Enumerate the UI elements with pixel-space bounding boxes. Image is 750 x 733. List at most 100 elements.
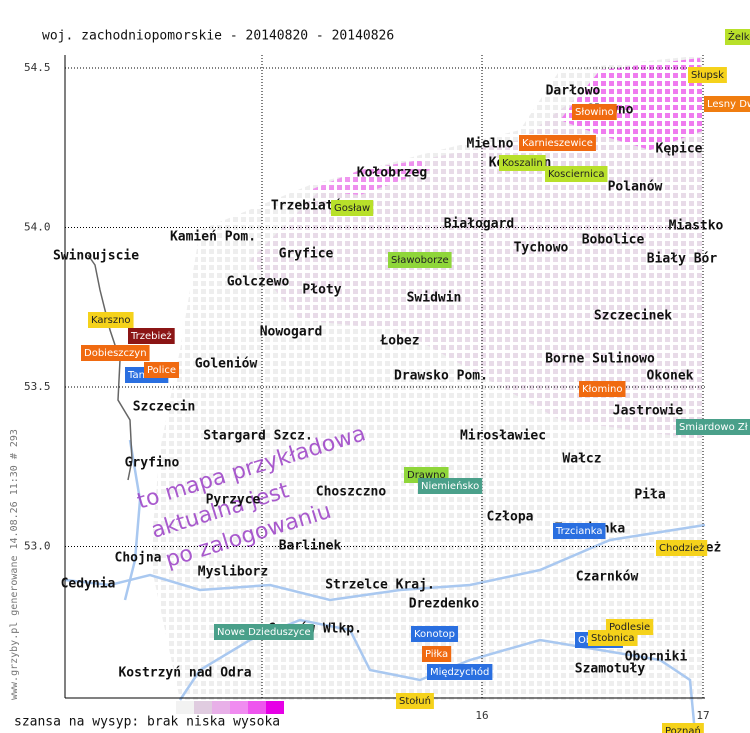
marker-label: Gosław: [334, 203, 370, 214]
marker-label: Nowe Dzieduszyce: [217, 627, 311, 638]
place-label: Czarnków: [576, 570, 639, 585]
place-label: Swinoujscie: [53, 249, 139, 264]
place-label: Chojna: [115, 551, 162, 566]
marker-label: Słowino: [575, 107, 614, 118]
marker-box: [572, 104, 617, 120]
side-note: www.grzyby.pl generowane 14.08.26 11:30 …: [9, 429, 20, 700]
place-label: Kostrzyń nad Odra: [118, 666, 251, 681]
legend-swatch: [248, 701, 266, 714]
place-marker: Smiardowo Zł: [676, 419, 750, 435]
marker-box: [588, 630, 638, 646]
place-marker: Chodzież: [656, 540, 708, 556]
marker-box: [499, 155, 546, 171]
place-marker: Poznań: [662, 723, 704, 733]
place-label: Goleniów: [195, 357, 258, 372]
place-label: Mysliborz: [198, 565, 268, 580]
marker-box: [656, 540, 708, 556]
place-label: Kamień Pom.: [170, 230, 256, 245]
marker-box: [704, 96, 750, 112]
marker-label: Podlesie: [609, 622, 650, 633]
place-label: Szamotuły: [575, 662, 646, 677]
marker-box: [553, 523, 606, 539]
place-label: Stargard Szcz.: [203, 429, 313, 444]
place-marker: Gosław: [331, 200, 374, 216]
place-label: Strzelce Kraj.: [325, 578, 435, 593]
marker-box: [144, 362, 179, 378]
place-label: Pyrzyce: [206, 493, 261, 508]
marker-label: Stołuń: [399, 695, 431, 707]
y-tick-label: 53.0: [24, 540, 51, 553]
place-label: Drezdenko: [409, 597, 480, 612]
marker-label: Stobnica: [591, 633, 634, 644]
x-tick-label: 17: [696, 709, 709, 722]
place-label: Kołobrzeg: [357, 166, 427, 181]
legend-swatch: [194, 701, 212, 714]
place-marker: Nowe Dzieduszyce: [214, 624, 314, 640]
marker-box: [418, 478, 483, 494]
marker-label: Poznań: [665, 725, 701, 733]
legend-swatch: [230, 701, 248, 714]
place-label: Swidwin: [407, 291, 462, 306]
place-label: Piła: [634, 488, 665, 503]
marker-box: [214, 624, 314, 640]
marker-box: [331, 200, 374, 216]
legend-label: szansa na wysyp: brak niska wysoka: [14, 715, 280, 730]
legend-swatch: [176, 701, 194, 714]
place-label: Mirosławiec: [460, 429, 546, 444]
place-marker: Sławoborze: [388, 252, 452, 268]
marker-label: Lesny Dwór: [707, 98, 750, 110]
y-tick-label: 54.5: [24, 61, 51, 74]
place-label: Bobolice: [582, 233, 645, 248]
place-label: Jastrowie: [613, 404, 684, 419]
marker-label: Międzychód: [430, 666, 489, 678]
marker-label: Piłka: [425, 649, 448, 660]
place-marker: Dobieszczyn: [81, 345, 150, 361]
marker-box: [676, 419, 750, 435]
legend-swatch: [212, 701, 230, 714]
marker-box: [519, 135, 596, 151]
legend-swatch: [266, 701, 284, 714]
place-marker: Niemieńsko: [418, 478, 483, 494]
marker-label: Smiardowo Zł: [679, 422, 748, 433]
marker-label: Sławoborze: [391, 255, 449, 266]
marker-label: Słupsk: [691, 70, 724, 81]
legend-swatch: [158, 701, 176, 714]
marker-box: [411, 626, 459, 642]
place-marker: Karszno: [88, 312, 134, 328]
marker-label: Trzebież: [130, 331, 172, 342]
marker-box: [427, 664, 493, 680]
marker-label: Żelkowo: [728, 30, 750, 43]
marker-label: Kosciernica: [548, 169, 605, 180]
place-label: Człopa: [487, 510, 534, 525]
marker-label: Kłomino: [582, 384, 623, 395]
place-marker: Trzebież: [128, 328, 175, 344]
place-marker: Międzychód: [427, 664, 493, 680]
marker-label: Drawno: [407, 470, 446, 481]
place-label: Szczecinek: [594, 309, 672, 324]
place-label: Trzebiatów: [271, 199, 349, 214]
place-label: Biały Bór: [647, 252, 718, 267]
marker-label: Trzcianka: [555, 526, 602, 537]
marker-label: Niemieńsko: [421, 480, 479, 492]
marker-box: [128, 328, 175, 344]
place-label: Drawsko Pom.: [394, 369, 488, 384]
y-tick-label: 54.0: [24, 221, 51, 234]
marker-label: Karnieszewice: [522, 138, 593, 149]
place-marker: Stobnica: [588, 630, 638, 646]
place-label: Tychowo: [514, 241, 569, 256]
place-label: Polanów: [608, 180, 663, 195]
marker-label: Konotop: [414, 629, 455, 640]
place-marker: Słowino: [572, 104, 617, 120]
marker-label: Koszalin: [502, 158, 543, 169]
place-label: Białogard: [444, 217, 514, 232]
marker-box: [396, 693, 434, 709]
marker-label: Dobieszczyn: [84, 348, 147, 359]
place-marker: Konotop: [411, 626, 459, 642]
place-label: Wałcz: [562, 452, 601, 467]
place-label: Okonek: [647, 369, 694, 384]
y-tick-label: 53.5: [24, 380, 51, 393]
marker-box: [88, 312, 134, 328]
place-label: Miastko: [669, 219, 724, 234]
place-label: Nowogard: [260, 325, 323, 340]
